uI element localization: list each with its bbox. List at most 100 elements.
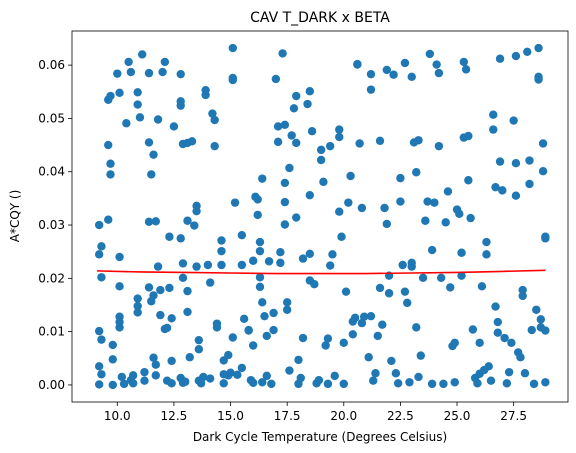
data-point-34	[133, 294, 142, 303]
data-point-175	[307, 127, 317, 136]
data-point-202	[353, 60, 362, 69]
data-point-312	[536, 315, 546, 324]
data-point-116	[230, 198, 240, 207]
data-point-300	[518, 291, 527, 301]
data-point-29	[126, 67, 136, 77]
data-point-103	[212, 323, 222, 332]
data-point-21	[115, 282, 124, 291]
data-point-58	[158, 67, 167, 77]
data-point-99	[208, 109, 217, 118]
data-point-302	[520, 369, 530, 378]
data-point-33	[133, 301, 142, 311]
data-point-211	[369, 376, 378, 385]
data-point-130	[253, 195, 262, 204]
data-point-88	[192, 262, 201, 271]
data-point-50	[151, 360, 160, 369]
data-point-41	[140, 367, 149, 377]
data-point-151	[278, 49, 287, 58]
data-point-111	[224, 350, 233, 360]
data-point-154	[280, 197, 290, 207]
data-point-138	[258, 378, 267, 387]
data-point-43	[144, 138, 154, 147]
data-point-25	[117, 372, 127, 382]
data-point-157	[282, 305, 292, 314]
data-point-96	[203, 260, 213, 270]
data-point-292	[504, 367, 514, 377]
data-point-270	[468, 325, 478, 334]
data-point-269	[466, 213, 475, 223]
data-point-209	[366, 69, 376, 79]
data-point-46	[144, 283, 154, 292]
data-point-299	[516, 353, 525, 362]
data-point-286	[493, 328, 502, 337]
data-point-139	[260, 311, 269, 321]
data-point-253	[439, 379, 448, 389]
data-point-105	[217, 246, 226, 256]
data-point-178	[314, 375, 324, 385]
x-tick-label: 12.5	[161, 409, 188, 423]
data-point-190	[335, 132, 344, 142]
data-point-250	[434, 68, 444, 78]
data-point-57	[156, 310, 165, 320]
data-point-284	[491, 302, 500, 311]
data-point-85	[190, 221, 199, 230]
data-point-308	[532, 305, 541, 314]
data-point-287	[495, 54, 505, 63]
data-point-262	[457, 248, 466, 257]
data-point-288	[495, 157, 505, 166]
data-point-285	[493, 317, 502, 327]
data-point-314	[538, 139, 548, 148]
data-point-36	[133, 100, 142, 109]
data-point-124	[244, 326, 253, 335]
data-point-35	[133, 308, 142, 317]
data-point-84	[187, 137, 197, 146]
data-point-48	[149, 291, 158, 300]
data-point-230	[400, 287, 410, 296]
data-point-187	[328, 250, 337, 259]
data-point-315	[538, 166, 548, 176]
data-point-191	[335, 207, 344, 216]
data-point-45	[144, 217, 154, 227]
data-point-231	[403, 298, 412, 308]
data-point-122	[239, 314, 249, 324]
data-point-59	[160, 57, 170, 67]
data-point-295	[511, 51, 521, 61]
data-point-162	[292, 138, 301, 148]
y-tick-label: 0.02	[38, 271, 65, 285]
data-point-0	[94, 380, 104, 389]
y-tick-label: 0.00	[38, 378, 65, 392]
data-point-170	[303, 99, 312, 109]
data-point-82	[183, 307, 192, 317]
data-point-239	[414, 136, 423, 145]
data-point-319	[541, 378, 550, 387]
x-axis-label: Dark Cycle Temperature (Degrees Celsius)	[193, 430, 447, 444]
data-point-17	[108, 340, 117, 350]
data-point-297	[511, 191, 521, 200]
data-point-218	[382, 65, 392, 75]
data-point-279	[484, 362, 493, 371]
data-point-172	[305, 190, 315, 200]
data-point-274	[475, 338, 484, 348]
data-point-275	[477, 282, 487, 291]
data-point-222	[387, 356, 396, 366]
data-point-118	[233, 370, 242, 380]
data-point-140	[262, 371, 271, 381]
data-point-199	[348, 330, 358, 339]
data-point-90	[194, 345, 204, 354]
y-axis: 0.00 0.01 0.02 0.03 0.04 0.05 0.06	[38, 58, 72, 392]
data-point-217	[380, 203, 389, 213]
data-point-196	[344, 198, 353, 207]
x-tick-label: 20.0	[330, 409, 357, 423]
data-point-1	[97, 370, 106, 379]
data-point-153	[280, 178, 290, 188]
data-point-135	[255, 282, 265, 292]
data-point-182	[321, 341, 330, 350]
data-point-305	[525, 179, 534, 189]
data-point-87	[192, 206, 201, 216]
data-point-246	[427, 379, 437, 389]
data-point-4	[94, 326, 104, 336]
data-point-205	[357, 318, 367, 328]
data-point-219	[382, 219, 392, 229]
data-point-109	[219, 379, 228, 388]
